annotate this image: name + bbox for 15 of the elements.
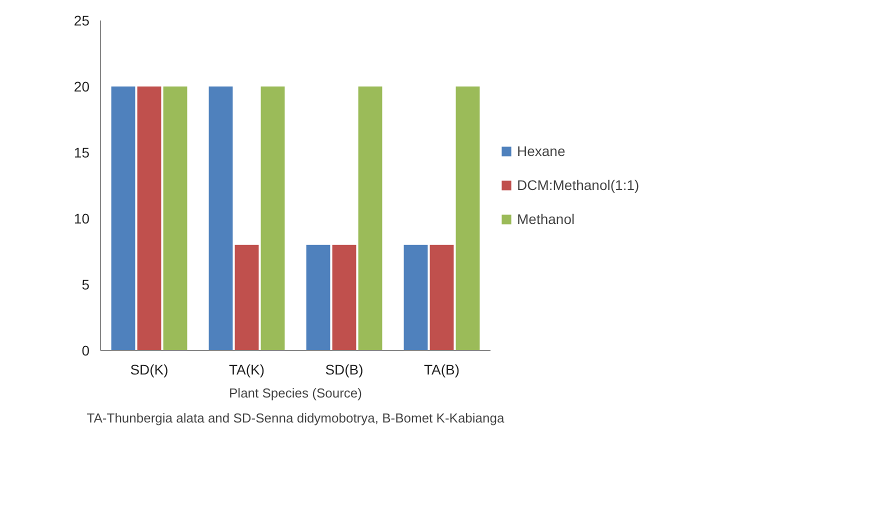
y-tick-label: 15: [74, 144, 90, 160]
y-tick-label: 0: [82, 342, 90, 358]
legend-label: DCM:Methanol(1:1): [517, 177, 640, 193]
x-tick-label: SD(K): [130, 362, 168, 378]
legend-label: Methanol: [517, 211, 575, 227]
x-tick-label: TA(B): [424, 362, 460, 378]
y-tick-label: 20: [74, 78, 90, 94]
text: TA-Thunbergia alata and SD-Senna didymobotrya, B-Bomet K-Kabianga: [86, 410, 505, 426]
x-tick-label: SD(B): [325, 362, 364, 378]
y-tick-label: 10: [74, 210, 90, 226]
x-axis-title: Plant Species (Source): [229, 386, 362, 400]
legend-label: Hexane: [517, 143, 566, 159]
x-tick-label: TA(K): [228, 362, 265, 378]
y-tick-label: 5: [82, 276, 90, 292]
y-tick-label: 25: [74, 12, 90, 28]
